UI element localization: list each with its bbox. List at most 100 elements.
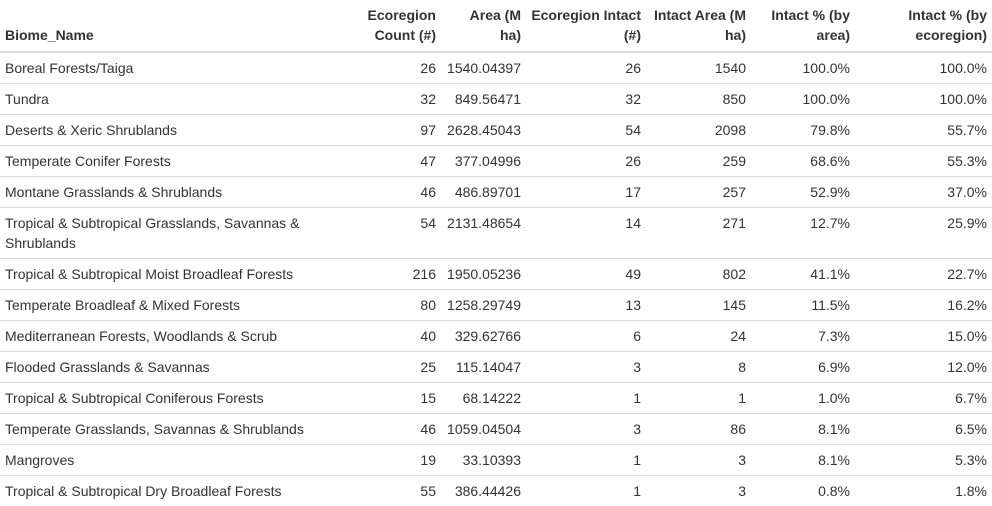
cell-ecoregion-intact: 6 — [526, 321, 646, 352]
cell-biome-name: Temperate Broadleaf & Mixed Forests — [0, 290, 355, 321]
cell-intact-pct-ecoregion: 37.0% — [855, 177, 992, 208]
cell-intact-pct-ecoregion: 12.0% — [855, 352, 992, 383]
table-row: Tropical & Subtropical Dry Broadleaf For… — [0, 476, 992, 506]
cell-intact-pct-ecoregion: 5.3% — [855, 445, 992, 476]
cell-intact-area: 271 — [646, 208, 751, 259]
cell-intact-pct-area: 8.1% — [751, 414, 855, 445]
cell-biome-name: Tropical & Subtropical Moist Broadleaf F… — [0, 259, 355, 290]
cell-area: 486.89701 — [441, 177, 526, 208]
cell-intact-area: 8 — [646, 352, 751, 383]
cell-ecoregion-intact: 26 — [526, 146, 646, 177]
cell-intact-pct-area: 100.0% — [751, 84, 855, 115]
cell-ecoregion-intact: 54 — [526, 115, 646, 146]
cell-area: 33.10393 — [441, 445, 526, 476]
cell-intact-area: 86 — [646, 414, 751, 445]
cell-biome-name: Tropical & Subtropical Coniferous Forest… — [0, 383, 355, 414]
cell-intact-pct-area: 7.3% — [751, 321, 855, 352]
cell-ecoregion-count: 97 — [355, 115, 441, 146]
column-header-intact-area: Intact Area (M ha) — [646, 0, 751, 52]
cell-intact-area: 3 — [646, 476, 751, 506]
cell-ecoregion-count: 40 — [355, 321, 441, 352]
cell-area: 1540.04397 — [441, 52, 526, 84]
cell-intact-pct-area: 68.6% — [751, 146, 855, 177]
cell-intact-area: 3 — [646, 445, 751, 476]
cell-ecoregion-intact: 49 — [526, 259, 646, 290]
cell-area: 1059.04504 — [441, 414, 526, 445]
cell-intact-area: 257 — [646, 177, 751, 208]
cell-intact-pct-ecoregion: 100.0% — [855, 52, 992, 84]
cell-ecoregion-intact: 14 — [526, 208, 646, 259]
cell-area: 2131.48654 — [441, 208, 526, 259]
cell-biome-name: Tropical & Subtropical Dry Broadleaf For… — [0, 476, 355, 506]
cell-biome-name: Flooded Grasslands & Savannas — [0, 352, 355, 383]
cell-ecoregion-count: 19 — [355, 445, 441, 476]
cell-ecoregion-intact: 1 — [526, 383, 646, 414]
cell-biome-name: Tundra — [0, 84, 355, 115]
cell-intact-pct-ecoregion: 22.7% — [855, 259, 992, 290]
cell-ecoregion-intact: 1 — [526, 445, 646, 476]
cell-ecoregion-intact: 13 — [526, 290, 646, 321]
cell-intact-pct-area: 1.0% — [751, 383, 855, 414]
cell-intact-pct-ecoregion: 15.0% — [855, 321, 992, 352]
cell-ecoregion-count: 26 — [355, 52, 441, 84]
cell-biome-name: Deserts & Xeric Shrublands — [0, 115, 355, 146]
cell-biome-name: Montane Grasslands & Shrublands — [0, 177, 355, 208]
cell-intact-area: 802 — [646, 259, 751, 290]
cell-ecoregion-count: 216 — [355, 259, 441, 290]
column-header-intact-pct-area: Intact % (by area) — [751, 0, 855, 52]
cell-biome-name: Mediterranean Forests, Woodlands & Scrub — [0, 321, 355, 352]
cell-intact-pct-area: 11.5% — [751, 290, 855, 321]
cell-intact-area: 24 — [646, 321, 751, 352]
cell-intact-area: 850 — [646, 84, 751, 115]
cell-area: 1258.29749 — [441, 290, 526, 321]
cell-intact-area: 2098 — [646, 115, 751, 146]
cell-ecoregion-count: 46 — [355, 177, 441, 208]
cell-intact-pct-ecoregion: 55.7% — [855, 115, 992, 146]
cell-ecoregion-count: 80 — [355, 290, 441, 321]
cell-biome-name: Mangroves — [0, 445, 355, 476]
cell-ecoregion-intact: 32 — [526, 84, 646, 115]
cell-intact-area: 145 — [646, 290, 751, 321]
cell-ecoregion-count: 25 — [355, 352, 441, 383]
table-row: Temperate Grasslands, Savannas & Shrubla… — [0, 414, 992, 445]
cell-intact-pct-ecoregion: 16.2% — [855, 290, 992, 321]
cell-biome-name: Tropical & Subtropical Grasslands, Savan… — [0, 208, 355, 259]
cell-area: 115.14047 — [441, 352, 526, 383]
cell-intact-pct-area: 52.9% — [751, 177, 855, 208]
cell-intact-area: 1540 — [646, 52, 751, 84]
cell-biome-name: Temperate Conifer Forests — [0, 146, 355, 177]
cell-area: 849.56471 — [441, 84, 526, 115]
header-row: Biome_Name Ecoregion Count (#) Area (M h… — [0, 0, 992, 52]
cell-intact-pct-area: 100.0% — [751, 52, 855, 84]
cell-area: 68.14222 — [441, 383, 526, 414]
cell-intact-pct-area: 8.1% — [751, 445, 855, 476]
cell-ecoregion-count: 47 — [355, 146, 441, 177]
cell-intact-pct-ecoregion: 25.9% — [855, 208, 992, 259]
table-header: Biome_Name Ecoregion Count (#) Area (M h… — [0, 0, 992, 52]
cell-ecoregion-count: 55 — [355, 476, 441, 506]
table-row: Tropical & Subtropical Grasslands, Savan… — [0, 208, 992, 259]
cell-intact-pct-area: 6.9% — [751, 352, 855, 383]
cell-intact-area: 259 — [646, 146, 751, 177]
cell-ecoregion-count: 15 — [355, 383, 441, 414]
table-row: Mediterranean Forests, Woodlands & Scrub… — [0, 321, 992, 352]
table-row: Tropical & Subtropical Coniferous Forest… — [0, 383, 992, 414]
cell-ecoregion-intact: 26 — [526, 52, 646, 84]
cell-biome-name: Temperate Grasslands, Savannas & Shrubla… — [0, 414, 355, 445]
cell-area: 377.04996 — [441, 146, 526, 177]
cell-intact-pct-ecoregion: 1.8% — [855, 476, 992, 506]
cell-intact-pct-area: 41.1% — [751, 259, 855, 290]
column-header-area: Area (M ha) — [441, 0, 526, 52]
cell-intact-pct-ecoregion: 6.7% — [855, 383, 992, 414]
column-header-biome-name: Biome_Name — [0, 0, 355, 52]
cell-intact-pct-ecoregion: 6.5% — [855, 414, 992, 445]
column-header-ecoregion-count: Ecoregion Count (#) — [355, 0, 441, 52]
